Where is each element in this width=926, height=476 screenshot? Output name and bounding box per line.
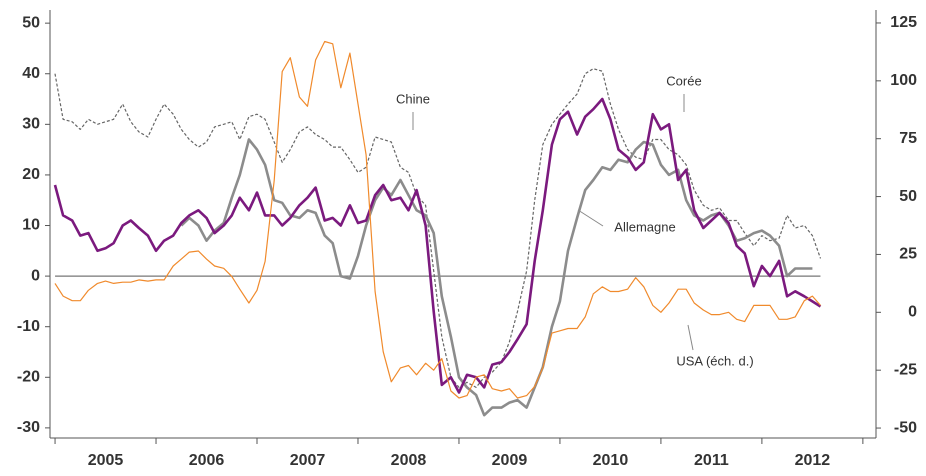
x-tick-label: 2007 xyxy=(290,452,326,469)
y-tick-label: 0 xyxy=(31,267,40,284)
y2-tick-label: -50 xyxy=(894,419,917,436)
annotation: Chine xyxy=(396,91,430,106)
series-line xyxy=(54,40,821,399)
y-tick-label: 10 xyxy=(22,217,40,234)
x-tick-label: 2010 xyxy=(593,452,629,469)
annotation: USA (éch. d.) xyxy=(676,353,753,368)
y-tick-label: -10 xyxy=(17,318,40,335)
leader-line xyxy=(687,324,694,351)
series-line xyxy=(54,68,822,388)
annotation: Corée xyxy=(666,73,701,88)
y2-tick-label: 25 xyxy=(899,246,917,263)
y2-tick-label: 100 xyxy=(890,72,917,89)
annotation: Allemagne xyxy=(614,219,675,234)
x-tick-label: 2011 xyxy=(694,452,729,469)
y2-tick-label: 125 xyxy=(890,14,917,31)
x-tick-label: 2009 xyxy=(492,452,528,469)
y-tick-label: -30 xyxy=(17,419,40,436)
x-tick-label: 2005 xyxy=(88,452,124,469)
y-tick-label: 30 xyxy=(22,116,40,133)
x-tick-label: 2012 xyxy=(795,452,831,469)
y-tick-label: 50 xyxy=(22,14,40,31)
x-tick-label: 2006 xyxy=(189,452,225,469)
y2-tick-label: 75 xyxy=(899,130,917,147)
x-tick-label: 2008 xyxy=(391,452,427,469)
y-tick-label: -20 xyxy=(17,369,40,386)
series-line xyxy=(53,97,822,394)
leader-line xyxy=(577,209,604,227)
y2-tick-label: -25 xyxy=(894,361,917,378)
y-tick-label: 20 xyxy=(22,166,40,183)
y2-tick-label: 50 xyxy=(899,188,917,205)
series-line xyxy=(180,138,813,417)
y2-tick-label: 0 xyxy=(908,304,917,321)
y-tick-label: 40 xyxy=(22,65,40,82)
